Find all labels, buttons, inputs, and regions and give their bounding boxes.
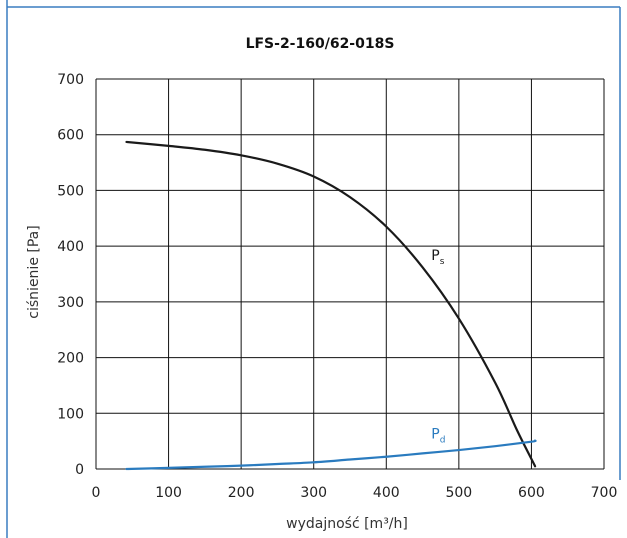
x-tick-label: 400: [373, 485, 400, 501]
y-axis-title: ciśnienie [Pa]: [26, 225, 42, 318]
series-line-ps: [125, 140, 537, 468]
series-line-pd: [125, 439, 537, 471]
y-axis-ticks: 0 100 200 300 400 500 600 700: [57, 72, 84, 478]
x-tick-label: 500: [445, 485, 472, 501]
curve-label-ps: Ps: [431, 248, 444, 267]
chart-title: LFS-2-160/62-018S: [246, 36, 395, 52]
grid: [95, 78, 605, 470]
y-tick-label: 600: [57, 128, 84, 144]
y-tick-label: 200: [57, 351, 84, 367]
y-tick-label: 700: [57, 72, 84, 88]
y-tick-label: 500: [57, 183, 84, 199]
x-tick-label: 0: [92, 485, 101, 501]
y-tick-label: 300: [57, 295, 84, 311]
y-tick-label: 100: [57, 406, 84, 422]
y-tick-label: 400: [57, 239, 84, 255]
x-axis-ticks: 0 100 200 300 400 500 600 700: [92, 485, 618, 501]
x-tick-label: 200: [228, 485, 255, 501]
series: [125, 140, 537, 471]
y-tick-label: 0: [75, 462, 84, 478]
x-tick-label: 300: [300, 485, 327, 501]
x-tick-label: 600: [518, 485, 545, 501]
curve-label-pd: Pd: [431, 426, 445, 445]
x-axis-title: wydajność [m³/h]: [286, 516, 408, 532]
curve-labels: Ps Pd: [431, 248, 445, 445]
x-tick-label: 700: [591, 485, 618, 501]
x-tick-label: 100: [155, 485, 182, 501]
